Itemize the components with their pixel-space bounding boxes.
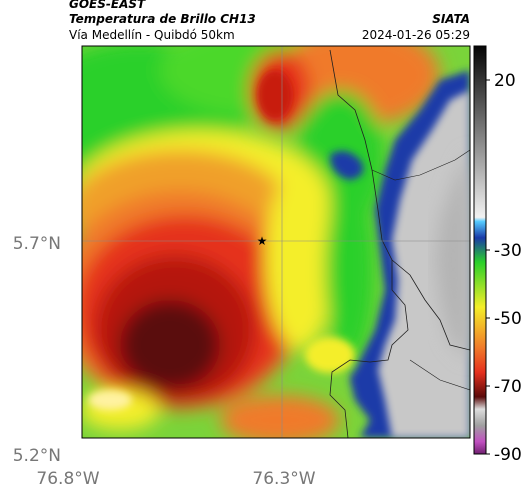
- colorbar-tick-label: -90: [494, 445, 522, 465]
- product-title: Temperatura de Brillo CH13: [69, 12, 256, 26]
- colorbar-tick-label: 20: [494, 71, 516, 91]
- star-marker: ★: [257, 234, 268, 248]
- heatmap-field: [82, 46, 470, 438]
- colorbar-tick-label: -30: [494, 241, 522, 261]
- boundary-line: [391, 259, 470, 351]
- boundary-line: [371, 149, 470, 181]
- y-tick-label: 5.7°N: [13, 234, 61, 254]
- colorbar-tick-label: -70: [494, 377, 522, 397]
- x-tick-label: 76.8°W: [36, 469, 99, 489]
- plot-frame: [81, 45, 471, 439]
- timestamp-label: 2024-01-26 05:29: [361, 28, 470, 42]
- colorbar: [473, 45, 487, 455]
- colorbar-tick-label: -50: [494, 309, 522, 329]
- coastline: [329, 49, 409, 438]
- organization-label: SIATA: [432, 12, 470, 26]
- region-subtitle: Vía Medellín - Quibdó 50km: [69, 28, 235, 42]
- x-tick-label: 76.3°W: [252, 469, 315, 489]
- satellite-label: GOES-EAST: [69, 0, 146, 11]
- colorbar-ticks: 20 -30 -50 -70 -90: [486, 71, 522, 465]
- y-tick-label: 5.2°N: [13, 446, 61, 466]
- boundary-line: [409, 359, 470, 391]
